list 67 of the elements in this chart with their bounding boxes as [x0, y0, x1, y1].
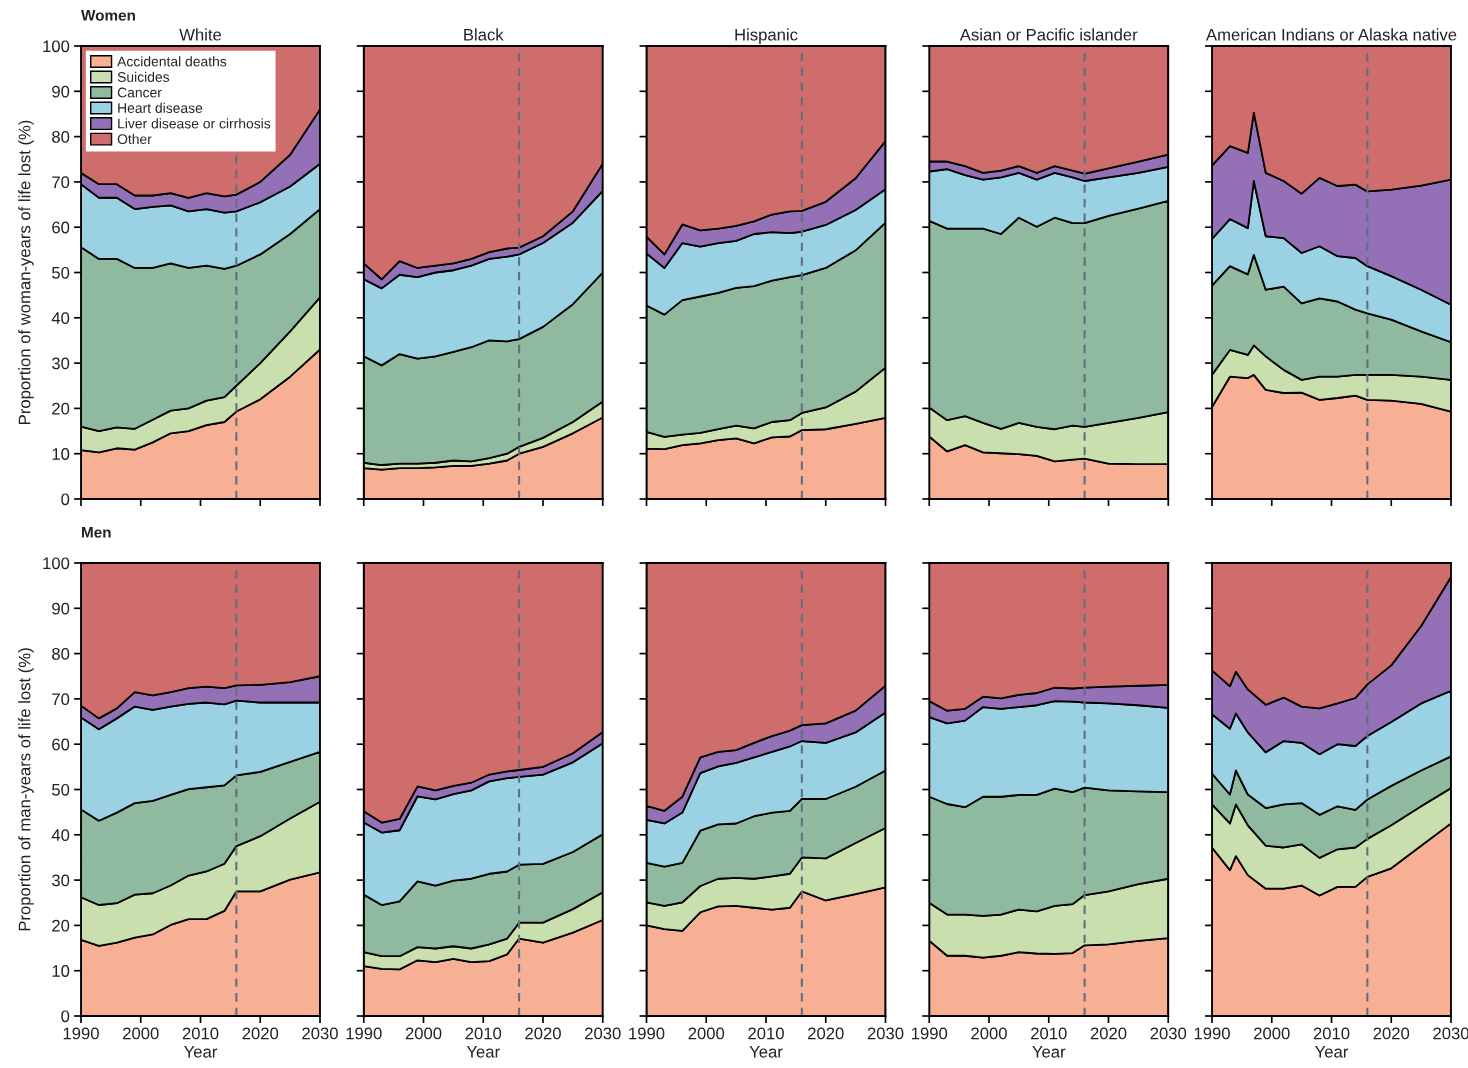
x-tick-label: 2010 — [1313, 1027, 1350, 1040]
y-tick-label: 70 — [52, 693, 70, 706]
x-tick-label: 1990 — [1194, 1027, 1230, 1040]
y-tick-label: 100 — [43, 557, 70, 570]
y-tick-label: 20 — [52, 919, 70, 932]
legend-label: Cancer — [117, 87, 162, 98]
y-tick-label: 50 — [52, 783, 70, 796]
y-tick-label: 10 — [52, 965, 70, 977]
y-tick-label: 30 — [51, 874, 70, 887]
y-tick-label: 90 — [52, 85, 70, 98]
x-tick-label: 2010 — [465, 1027, 502, 1040]
legend-label: Other — [117, 133, 152, 145]
x-tick-label: 2030 — [867, 1027, 904, 1040]
x-tick-label: 2010 — [748, 1027, 784, 1040]
chart-title: Black — [464, 28, 504, 41]
x-tick-label: 2000 — [1254, 1027, 1290, 1040]
y-tick-label: 0 — [61, 1010, 70, 1023]
text: Men — [82, 527, 111, 538]
x-tick-label: 2020 — [525, 1027, 561, 1040]
x-tick-label: 2030 — [302, 1027, 338, 1040]
x-tick-label: 1990 — [629, 1027, 665, 1040]
legend-label: Accidental deaths — [117, 56, 227, 67]
x-tick-label: 2000 — [688, 1027, 725, 1040]
x-tick-label: 2030 — [1433, 1027, 1468, 1040]
chart-title: American Indians or Alaska native — [1206, 28, 1457, 41]
x-tick-label: 2030 — [585, 1027, 621, 1040]
x-axis-title: Year — [466, 1046, 500, 1058]
y-tick-label: 80 — [52, 648, 70, 660]
x-tick-label: 2010 — [1031, 1027, 1067, 1040]
x-axis-title: Year — [184, 1046, 218, 1058]
x-tick-label: 2020 — [1090, 1027, 1127, 1040]
y-tick-label: 40 — [51, 312, 70, 324]
x-tick-label: 2000 — [405, 1027, 442, 1040]
y-axis-title: Proportion of woman-years of life lost (%) — [18, 120, 34, 424]
chart-title: White — [179, 28, 222, 41]
y-tick-label: 10 — [52, 448, 70, 460]
y-tick-label: 60 — [52, 221, 70, 234]
chart-title: Hispanic — [735, 28, 798, 44]
x-tick-label: 1990 — [63, 1027, 99, 1040]
y-tick-label: 60 — [52, 738, 70, 751]
y-tick-label: 80 — [52, 131, 70, 143]
y-tick-label: 70 — [52, 176, 70, 189]
chart-title: Asian or Pacific islander — [959, 28, 1138, 41]
x-tick-label: 2010 — [182, 1027, 219, 1040]
y-tick-label: 90 — [52, 602, 70, 615]
x-tick-label: 2000 — [971, 1027, 1007, 1040]
x-tick-label: 2030 — [1150, 1027, 1187, 1040]
x-tick-label: 1990 — [911, 1027, 948, 1040]
y-tick-label: 30 — [51, 357, 70, 370]
y-tick-label: 50 — [52, 266, 70, 279]
x-tick-label: 2020 — [242, 1027, 279, 1040]
x-axis-title: Year — [1315, 1046, 1349, 1058]
x-tick-label: 2020 — [1373, 1027, 1410, 1040]
x-axis-title: Year — [749, 1046, 783, 1058]
y-tick-label: 100 — [43, 40, 70, 53]
x-tick-label: 2020 — [808, 1027, 844, 1040]
x-tick-label: 2000 — [123, 1027, 159, 1040]
y-tick-label: 0 — [61, 493, 70, 506]
text: Women — [81, 10, 135, 21]
y-axis-title: Proportion of man-years of life lost (%) — [18, 648, 34, 931]
legend-label: Liver disease or cirrhosis — [118, 118, 271, 129]
legend-label: Suicides — [117, 71, 170, 82]
y-tick-label: 20 — [52, 402, 70, 415]
legend-label: Heart disease — [118, 102, 203, 113]
x-axis-title: Year — [1032, 1046, 1066, 1058]
x-tick-label: 1990 — [346, 1027, 382, 1040]
y-tick-label: 40 — [51, 829, 70, 841]
